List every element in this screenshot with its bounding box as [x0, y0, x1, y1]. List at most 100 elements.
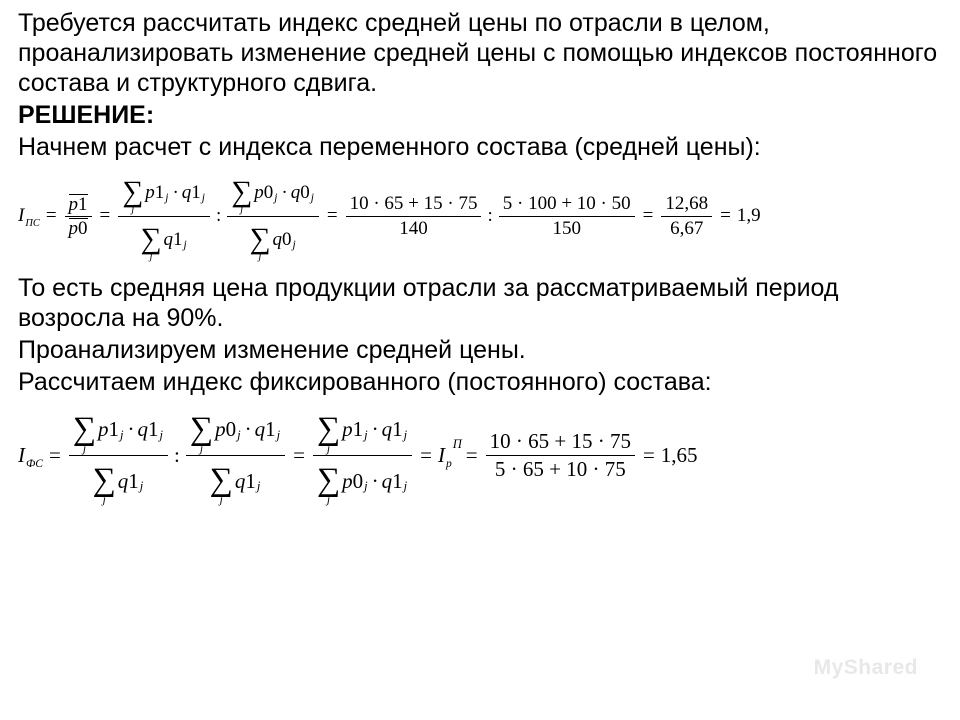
b-1d: 1: [265, 417, 276, 442]
lim-b2: j: [103, 495, 106, 505]
fixed-index-paragraph: Рассчитаем индекс фиксированного (постоя…: [18, 367, 942, 397]
t-0c: 0: [282, 229, 292, 251]
sum-b2: ∑j: [93, 457, 116, 505]
f2-num: 10 · 65 + 15 · 75: [486, 428, 635, 456]
c-1a: 1: [353, 417, 364, 442]
sym-sub-fs: ФС: [26, 458, 43, 470]
b-d1: ·: [128, 417, 135, 442]
b-j2: j: [160, 428, 164, 443]
t-j4: j: [274, 192, 277, 204]
eq-b1: =: [49, 443, 61, 468]
frac2-b: ∑j p0j·q1j ∑j q1j: [186, 405, 285, 507]
sig-b4: ∑: [210, 467, 233, 495]
formula-ips: I ПС = p1 p0 = ∑j p1j·q1j ∑j q1j : ∑j: [18, 170, 942, 263]
sum-icon-2: ∑j: [141, 218, 162, 262]
f2-den: 5 · 65 + 10 · 75: [491, 456, 630, 483]
lim-b5: j: [327, 444, 330, 454]
sym-sup-pi: П: [453, 437, 462, 452]
frac-num-1: 10 · 65 + 15 · 75 140: [346, 192, 482, 241]
page: Требуется рассчитать индекс средней цены…: [0, 0, 960, 507]
t-q0b: q: [272, 229, 282, 251]
num-lhs-num: 10 · 65 + 15 · 75: [346, 192, 482, 217]
sum-icon-3: ∑j: [231, 171, 252, 215]
eq-b3: =: [420, 443, 432, 468]
t-j6: j: [292, 239, 295, 251]
sigma-2: ∑: [141, 227, 162, 252]
num-lhs-den: 140: [395, 217, 432, 241]
equals-2: =: [100, 205, 111, 227]
Ip-symbol: I p П: [438, 443, 452, 468]
sum-b5: ∑j: [317, 406, 340, 454]
lhs-symbol: I ПС: [18, 205, 40, 227]
b-1b: 1: [148, 417, 159, 442]
lim-b3: j: [200, 444, 203, 454]
sym-sub-p: p: [446, 458, 452, 470]
analysis-paragraph: Проанализируем изменение средней цены.: [18, 335, 942, 365]
b-q1: q: [138, 417, 149, 442]
t-j5: j: [311, 192, 314, 204]
bar-p1: p1: [69, 194, 88, 214]
lim-j-2: j: [150, 252, 153, 261]
b-q1d: q: [235, 469, 246, 494]
b-q1b: q: [118, 469, 129, 494]
c-q1b: q: [382, 469, 393, 494]
c-j2: j: [404, 428, 408, 443]
sigma-4: ∑: [249, 227, 270, 252]
eq-b5: =: [643, 443, 655, 468]
c-p0: p: [342, 469, 353, 494]
b-q1c: q: [255, 417, 266, 442]
lhs-symbol-2: I ФС: [18, 443, 43, 468]
t-j2: j: [202, 192, 205, 204]
t-1b: 1: [191, 182, 201, 204]
result-1: 1,9: [737, 205, 761, 227]
t-q1b: q: [164, 229, 174, 251]
equals-5: =: [720, 205, 731, 227]
lim-j-3: j: [240, 205, 243, 214]
b-p0: p: [215, 417, 226, 442]
sig-b6: ∑: [317, 467, 340, 495]
sig-b5: ∑: [317, 416, 340, 444]
c-d1: ·: [372, 417, 379, 442]
lim-b1: j: [83, 444, 86, 454]
t-0a: 0: [264, 182, 274, 204]
c-1b: 1: [392, 417, 403, 442]
interpretation-paragraph: То есть средняя цена продукции отрасли з…: [18, 273, 942, 333]
eq-b4: =: [466, 443, 478, 468]
t-p1: p: [145, 182, 155, 204]
sum-icon-4: ∑j: [249, 218, 270, 262]
c-p1: p: [342, 417, 353, 442]
t-q1: q: [182, 182, 192, 204]
b-1e: 1: [245, 469, 256, 494]
frac-sum-p0q0-q0: ∑j p0j·q0j ∑j q0j: [227, 170, 319, 263]
solution-heading: РЕШЕНИЕ:: [18, 100, 942, 130]
lim-b4: j: [220, 495, 223, 505]
c-0a: 0: [353, 469, 364, 494]
num-rhs-num: 5 · 100 + 10 · 50: [499, 192, 635, 217]
colon-b1: :: [174, 443, 180, 468]
equals-3: =: [327, 205, 338, 227]
t-j3: j: [184, 239, 187, 251]
sym-p-b: p: [69, 219, 79, 238]
sum-icon: ∑j: [122, 171, 143, 215]
t-dot1: ·: [172, 182, 178, 204]
t-q0: q: [291, 182, 301, 204]
frac2-numeric: 10 · 65 + 15 · 75 5 · 65 + 10 · 75: [486, 428, 635, 483]
sym-I: I: [18, 205, 24, 227]
sig-b2: ∑: [93, 467, 116, 495]
b-j6: j: [257, 479, 261, 494]
b-1a: 1: [109, 417, 120, 442]
c-j1: j: [364, 428, 368, 443]
sym-I-2: I: [18, 443, 25, 468]
b-0a: 0: [226, 417, 237, 442]
frac-num-2: 5 · 100 + 10 · 50 150: [499, 192, 635, 241]
task-paragraph: Требуется рассчитать индекс средней цены…: [18, 8, 942, 98]
b-j3: j: [140, 479, 144, 494]
c-j4: j: [404, 479, 408, 494]
sym-I-3: I: [438, 443, 445, 468]
sig-b1: ∑: [73, 416, 96, 444]
t-1a: 1: [155, 182, 165, 204]
c-d2: ·: [372, 469, 379, 494]
t-0b: 0: [300, 182, 310, 204]
sum-b1: ∑j: [73, 406, 96, 454]
eq-b2: =: [293, 443, 305, 468]
